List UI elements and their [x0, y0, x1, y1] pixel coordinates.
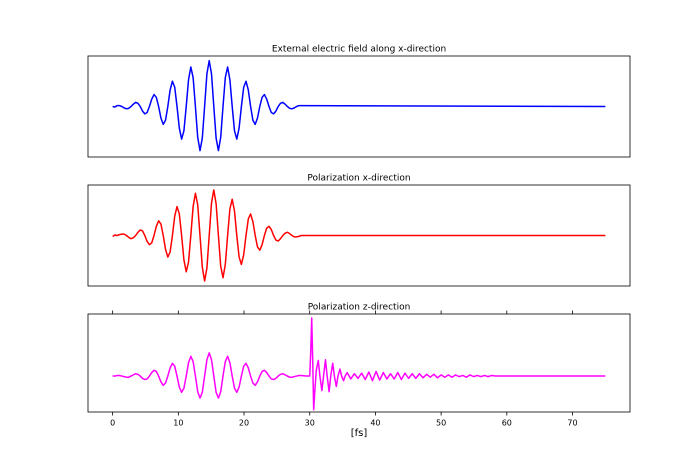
signal-line: [112, 189, 606, 282]
x-tick-label: 70: [567, 419, 577, 428]
axes-frame: [87, 55, 631, 158]
chart-title: Polarization x-direction: [307, 174, 410, 184]
x-tick-label: 60: [502, 419, 512, 428]
signal-line: [112, 317, 606, 411]
x-tick-label: 10: [173, 419, 183, 428]
x-tick-label: 40: [370, 419, 380, 428]
axes-frame: [87, 313, 631, 413]
x-tick-label: 30: [305, 419, 315, 428]
x-tick-label: 20: [239, 419, 249, 428]
chart-title: External electric field along x-directio…: [272, 45, 446, 55]
x-tick-label: 0: [110, 419, 115, 428]
signal-line: [112, 59, 606, 152]
chart-title: Polarization z-direction: [308, 303, 411, 313]
x-tick-label: 50: [436, 419, 446, 428]
axes-frame: [87, 184, 631, 287]
x-axis-label: [fs]: [351, 428, 368, 439]
